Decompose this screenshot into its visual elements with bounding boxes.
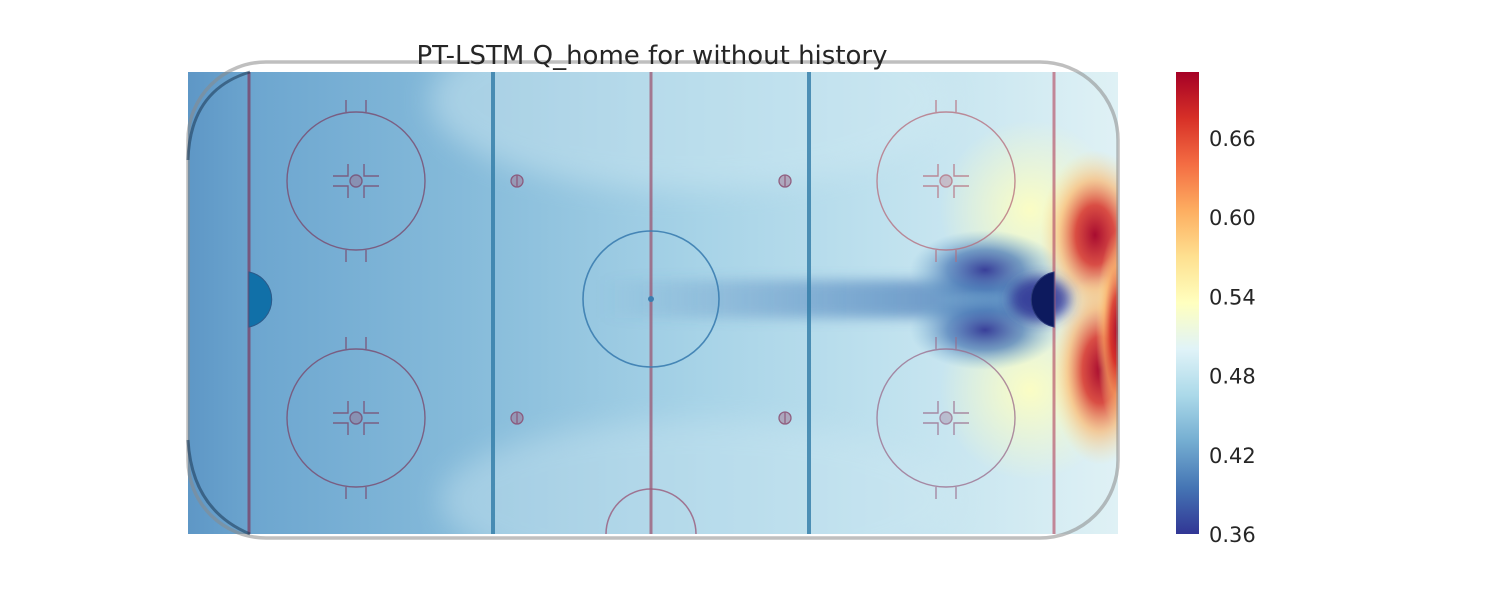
- heatmap-light-band-top: [430, 72, 950, 190]
- colorbar-tick-label: 0.42: [1209, 444, 1256, 468]
- heatmap-light-band-bottom: [440, 420, 960, 534]
- faceoff-circle-right-top: [876, 100, 1016, 262]
- center-faceoff-circle: [582, 230, 720, 368]
- colorbar-tick-label: 0.66: [1209, 127, 1256, 151]
- colorbar-tick-label: 0.60: [1209, 206, 1256, 230]
- center-faceoff-dot: [648, 296, 654, 302]
- neutral-zone-dots: [510, 174, 792, 425]
- colorbar-ticks: 0.36 0.42 0.48 0.54 0.60 0.66: [1209, 127, 1256, 547]
- goal-crease-left: [248, 271, 273, 328]
- faceoff-circle-left-top: [286, 100, 426, 262]
- rink-boards-left-dark: [186, 70, 251, 161]
- heatmap: [188, 72, 1118, 534]
- colorbar-tick-label: 0.54: [1209, 285, 1256, 309]
- heatmap-hot-edge: [1096, 230, 1118, 430]
- colorbar-tick-label: 0.36: [1209, 523, 1256, 547]
- referee-crease: [605, 488, 697, 534]
- colorbar: [1176, 72, 1199, 534]
- rink-boards: [186, 60, 1120, 540]
- rink-boards-left-dark-bottom: [186, 439, 251, 536]
- chart-title: PT-LSTM Q_home for without history: [416, 41, 887, 71]
- faceoff-circle-left-bottom: [286, 337, 426, 499]
- faceoff-circle-right-bottom: [876, 337, 1016, 499]
- colorbar-tick-label: 0.48: [1209, 365, 1256, 389]
- goal-crease-right: [1030, 271, 1055, 328]
- rink-overlay: [247, 72, 1056, 534]
